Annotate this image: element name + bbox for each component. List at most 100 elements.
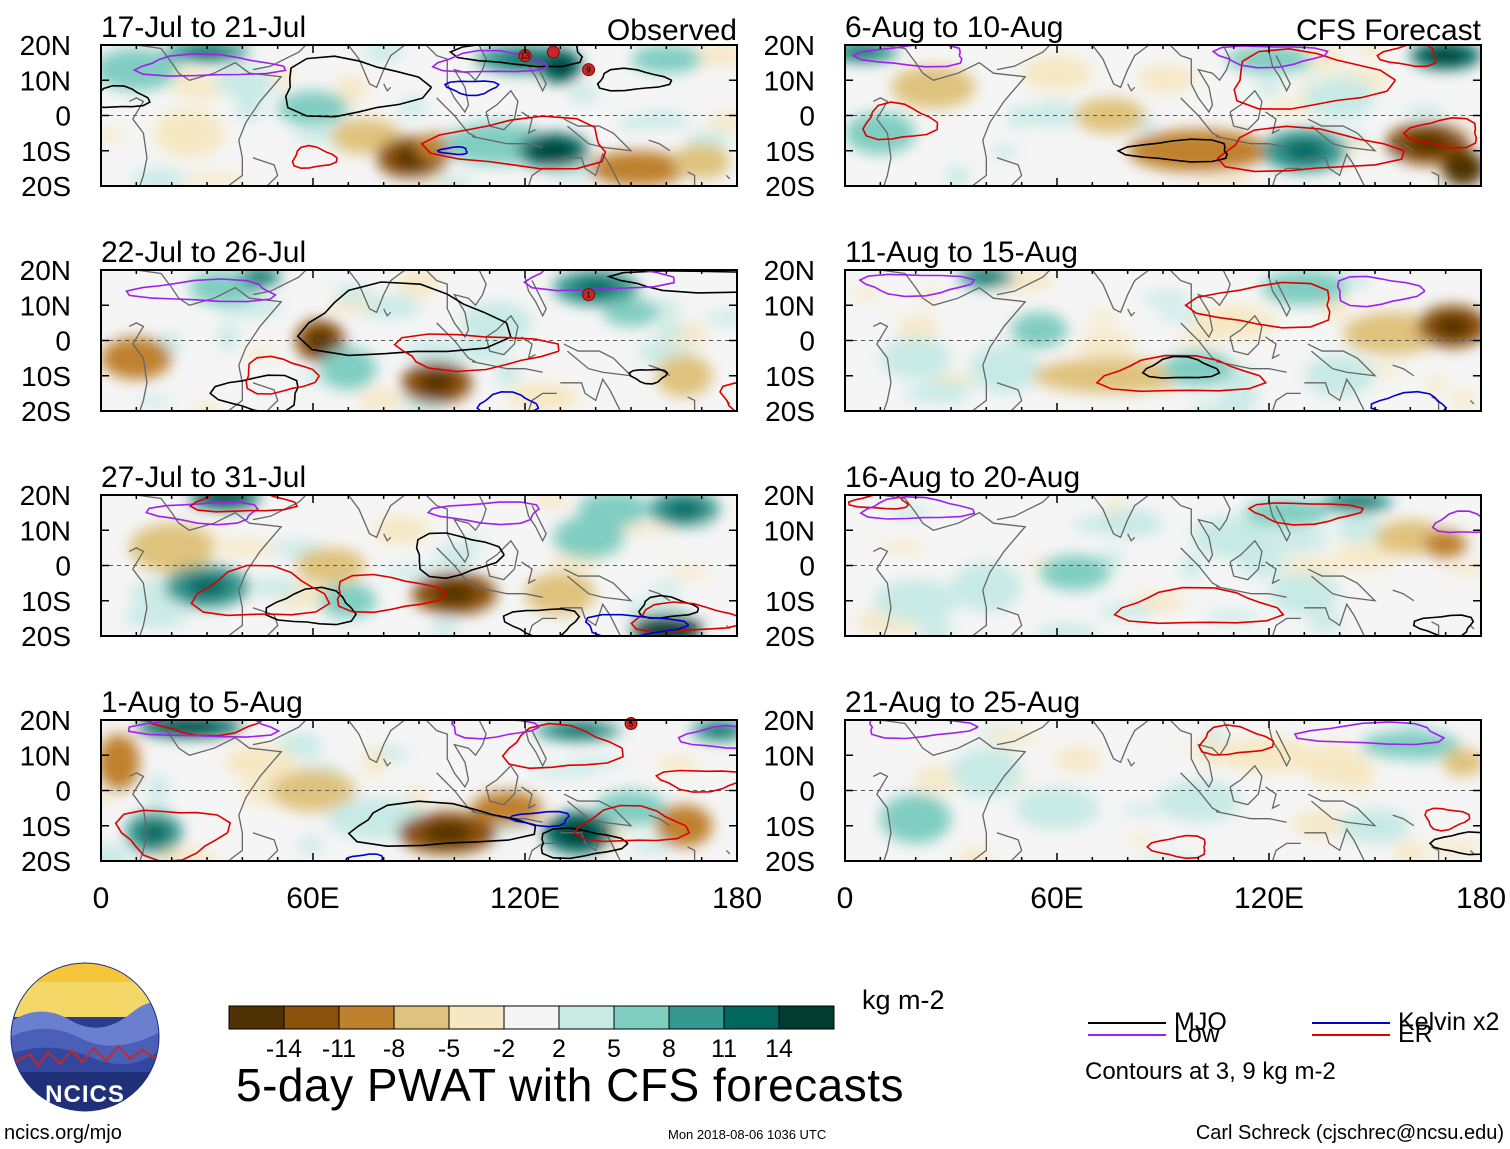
anomaly-field <box>880 720 1481 861</box>
y-tick-label: 10N <box>20 65 71 96</box>
contour-er <box>1247 502 1365 526</box>
colorbar-tick-label: -2 <box>493 1035 515 1063</box>
y-tick-label: 0 <box>55 551 71 582</box>
x-tick-label: 60E <box>286 882 339 915</box>
ncics-logo: NCICS <box>10 962 160 1112</box>
y-tick-label: 10N <box>764 65 815 96</box>
legend-low-swatch <box>1088 1033 1166 1036</box>
y-tick-label: 10N <box>764 740 815 771</box>
contour-er <box>573 804 691 843</box>
y-tick-label: 10S <box>21 361 71 392</box>
contour-low <box>868 720 979 740</box>
contour-low <box>1293 721 1446 746</box>
panel-ticks <box>844 269 1482 412</box>
y-tick-label: 10N <box>20 290 71 321</box>
legend-er: ER <box>1312 1020 1433 1049</box>
contour-er <box>501 722 624 770</box>
coastlines <box>128 720 731 861</box>
y-tick-label: 20N <box>20 30 71 61</box>
logo-text: NCICS <box>45 1081 125 1108</box>
anomaly-field <box>852 270 1481 411</box>
colorbar-swatch <box>668 1005 725 1030</box>
x-tick-label: 0 <box>837 882 854 915</box>
colorbar-swatch <box>448 1005 505 1030</box>
contour-low <box>431 49 550 73</box>
contour-low <box>125 278 277 303</box>
contour-er <box>190 564 331 617</box>
wave-contours <box>125 270 737 411</box>
map-panel-fc1: 20N 10N 0 10S 20S 6-Aug to 10-Aug CFS Forecast <box>764 11 1482 202</box>
coastlines <box>128 270 731 411</box>
y-tick-label: 10S <box>21 136 71 167</box>
y-tick-label: 0 <box>55 776 71 807</box>
y-tick-label: 20N <box>764 255 815 286</box>
colorbar-swatch <box>283 1005 340 1030</box>
map-panel-obs3: 20N 10N 0 10S 20S 27-Jul to 31-Jul <box>20 461 738 652</box>
x-tick-label: 60E <box>1030 882 1083 915</box>
y-tick-label: 20S <box>765 171 815 202</box>
contour-er <box>1233 47 1397 110</box>
y-tick-label: 20S <box>21 846 71 877</box>
storm-label: 9 <box>586 66 591 75</box>
contour-mjo <box>1116 138 1228 163</box>
y-tick-label: 10S <box>21 586 71 617</box>
wave-contours <box>858 273 1448 411</box>
y-tick-label: 20N <box>20 705 71 736</box>
contour-mjo <box>347 800 537 848</box>
storm-label: 5 <box>629 720 634 729</box>
contour-kelvin <box>443 80 500 97</box>
anomaly-field <box>101 270 737 411</box>
contour-mjo <box>596 67 673 92</box>
contour-note: Contours at 3, 9 kg m-2 <box>1085 1058 1336 1085</box>
contour-er <box>420 115 607 170</box>
wave-contours <box>101 45 673 170</box>
y-tick-label: 10N <box>764 515 815 546</box>
y-tick-label: 10N <box>764 290 815 321</box>
x-tick-label: 120E <box>1234 882 1304 915</box>
y-tick-label: 0 <box>799 101 815 132</box>
panel-period-label: 27-Jul to 31-Jul <box>101 461 306 494</box>
y-tick-label: 0 <box>799 326 815 357</box>
y-tick-label: 10S <box>765 811 815 842</box>
colorbar: -14 -11 -8 -5 -2 2 5 8 11 14 <box>228 1005 835 1063</box>
y-tick-label: 20S <box>765 396 815 427</box>
wave-contours <box>114 720 737 861</box>
panel-ticks <box>844 44 1482 187</box>
contour-kelvin <box>344 853 384 861</box>
panel-period-label: 11-Aug to 15-Aug <box>845 236 1078 269</box>
map-panels: 13 9 20N 10N 0 10S 20S 17-Jul to 21-Jul Observed… <box>20 11 1482 877</box>
colorbar-tick-label: -8 <box>383 1035 405 1063</box>
legend-er-label: ER <box>1398 1020 1433 1048</box>
contour-low <box>1211 45 1329 69</box>
contour-mjo <box>628 368 669 385</box>
colorbar-swatch <box>778 1005 835 1030</box>
observed-column-label: Observed <box>607 14 737 47</box>
coastlines <box>872 720 1475 861</box>
wave-contours <box>847 495 1481 636</box>
colorbar-tick-label: 5 <box>607 1035 621 1063</box>
contour-low <box>522 270 675 292</box>
legend-mjo: MJO <box>1088 1008 1227 1037</box>
panel-period-label: 1-Aug to 5-Aug <box>101 686 303 719</box>
map-panel-obs4: 5 20N 10N 0 10S 20S 1-Aug to 5-Aug <box>20 686 738 877</box>
legend-mjo-swatch <box>1088 1021 1166 1024</box>
y-tick-label: 10S <box>21 811 71 842</box>
panel-period-label: 6-Aug to 10-Aug <box>845 11 1063 44</box>
storm-label: 1 <box>586 291 591 300</box>
panel-ticks <box>100 269 738 412</box>
colorbar-swatch <box>338 1005 395 1030</box>
x-tick-label: 120E <box>490 882 560 915</box>
contour-er <box>1184 281 1331 329</box>
y-tick-label: 20N <box>764 705 815 736</box>
contour-low <box>132 53 287 77</box>
panel-ticks <box>100 494 738 637</box>
y-tick-label: 20N <box>764 480 815 511</box>
contour-er <box>719 382 737 411</box>
y-tick-label: 20S <box>765 846 815 877</box>
wave-contours <box>868 720 1481 860</box>
contour-er <box>245 355 320 395</box>
y-tick-label: 0 <box>799 551 815 582</box>
y-tick-label: 20S <box>21 396 71 427</box>
footer-timestamp: Mon 2018-08-06 1036 UTC <box>668 1127 827 1142</box>
map-panel-fc4: 20N 10N 0 10S 20S 21-Aug to 25-Aug <box>764 686 1482 877</box>
